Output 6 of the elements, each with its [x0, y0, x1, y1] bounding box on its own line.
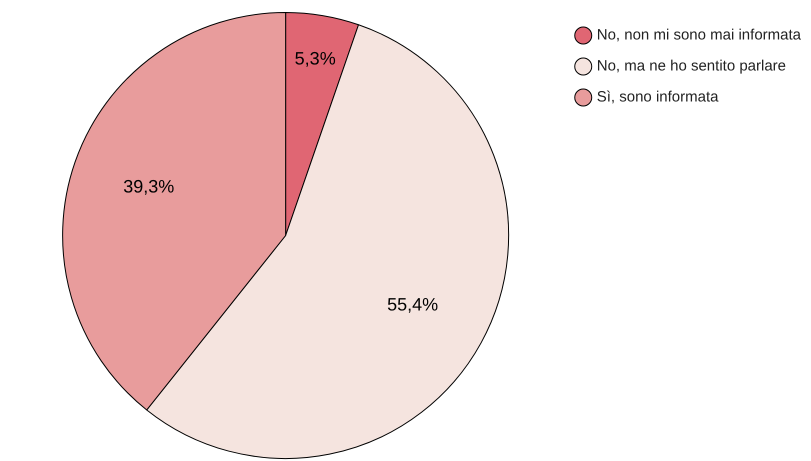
- data-label: 5,3%: [294, 48, 336, 69]
- legend-label: Sì, sono informata: [596, 88, 720, 106]
- legend-label: No, non mi sono mai informata: [596, 26, 802, 44]
- data-label: 55,4%: [387, 294, 438, 314]
- data-label: 39,3%: [123, 176, 174, 197]
- legend-label: No, ma ne ho sentito parlare: [596, 58, 786, 75]
